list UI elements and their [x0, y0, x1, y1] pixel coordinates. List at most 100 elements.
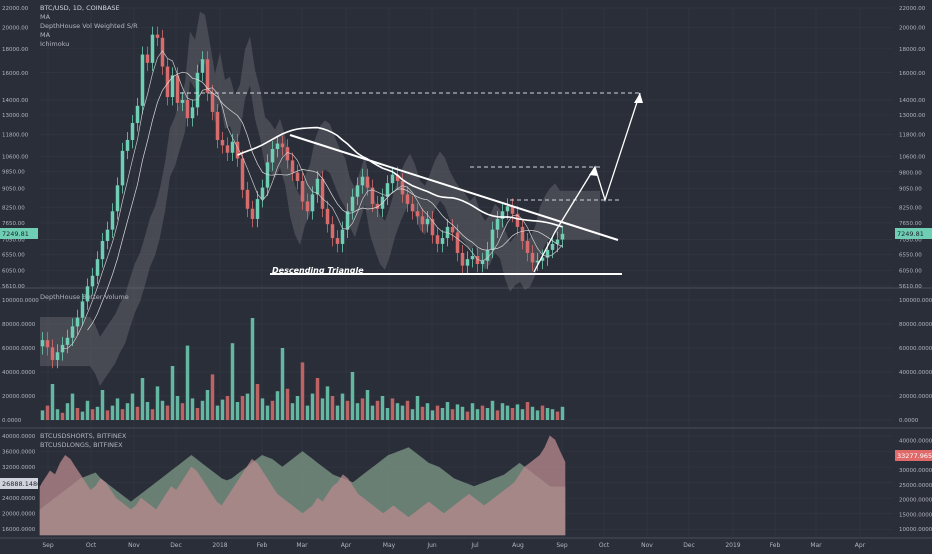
candle-body: [330, 224, 335, 239]
volume-bar: [200, 400, 205, 420]
volume-bar: [190, 398, 195, 420]
price-tag-right-text: 7249.81: [897, 230, 924, 238]
volume-bar: [185, 345, 190, 420]
time-axis[interactable]: Sep Oct Nov Dec 2018 Feb Mar Apr May Jun Jul Aug Sep…: [42, 542, 865, 549]
candle-body: [545, 249, 550, 258]
price-chart-title: BTC/USD, 1D, COINBASE: [40, 4, 120, 12]
volume-bar: [475, 409, 480, 420]
price-tick-label: 6050.00: [2, 269, 25, 275]
volume-bar: [515, 404, 520, 420]
moving-averages: [62, 50, 563, 350]
volume-bar: [330, 396, 335, 420]
candle-body: [555, 239, 560, 244]
time-tick-label: 2019: [725, 542, 740, 549]
candle-body: [110, 211, 115, 230]
volume-bar: [175, 396, 180, 420]
volume-bar: [490, 400, 495, 420]
drawings[interactable]: Descending Triangle: [180, 92, 643, 275]
shorts-title[interactable]: BTCUSDSHORTS, BITFINEX: [40, 432, 127, 440]
longs-title[interactable]: BTCUSDLONGS, BITFINEX: [40, 441, 123, 449]
price-tick-label: 16000.00: [2, 71, 29, 77]
candle-body: [525, 240, 530, 253]
candle-body: [270, 149, 275, 163]
volume-bar: [220, 399, 225, 420]
volume-bar: [135, 406, 140, 420]
volume-bar: [285, 388, 290, 420]
price-tick-label: 16000.00: [899, 71, 926, 77]
volume-bar: [125, 403, 130, 420]
volume-bar: [205, 390, 210, 420]
candle-body: [400, 180, 405, 195]
price-tick-label: 8250.00: [899, 206, 922, 212]
volume-bar: [305, 405, 310, 420]
volume-bar: [50, 384, 55, 420]
candle-body: [370, 187, 375, 204]
candle-body: [500, 211, 505, 219]
volume-bar: [525, 402, 530, 420]
time-tick-label: May: [383, 542, 396, 549]
volume-bar: [485, 408, 490, 420]
candle-body: [435, 235, 440, 244]
volume-bar: [320, 398, 325, 420]
candle-body: [260, 187, 265, 200]
volume-bar: [145, 402, 150, 420]
candle-body: [460, 252, 465, 266]
price-tick-label: 22000.00: [899, 6, 926, 12]
left-price-axis[interactable]: 22000.00 20000.00 18000.00 16000.00 14000.00…: [2, 6, 39, 533]
time-tick-label: Feb: [257, 542, 268, 549]
volume-bar: [230, 343, 235, 420]
candle-body: [465, 259, 470, 266]
time-tick-label: Mar: [296, 542, 308, 549]
longs-tick-label: 30000.0000: [899, 468, 932, 474]
indicator-vol-weighted-sr[interactable]: DepthHouse Vol Weighted S/R: [40, 22, 138, 30]
candle-body: [355, 185, 360, 197]
candlesticks[interactable]: [40, 26, 565, 369]
shorts-price-tag: 33277.9659: [895, 450, 932, 461]
longs-price-tag: 26888.1486: [0, 478, 41, 489]
price-tick-label: 14000.00: [2, 98, 29, 104]
volume-bar: [370, 405, 375, 420]
volume-bar: [460, 406, 465, 420]
price-tick-label: 7050.00: [899, 238, 922, 244]
indicator-ma-1[interactable]: MA: [40, 13, 51, 21]
volume-bars[interactable]: [40, 318, 565, 420]
candle-body: [390, 174, 395, 184]
descending-trendline[interactable]: [289, 134, 619, 241]
volume-bar: [435, 405, 440, 420]
volume-tick-label: 0.0000: [899, 418, 919, 424]
candle-body: [300, 180, 305, 202]
ma-medium: [87, 71, 563, 331]
candle-body: [440, 238, 445, 244]
candle-body: [315, 178, 320, 195]
volume-bar: [225, 396, 230, 420]
candle-body: [485, 249, 490, 261]
candle-body: [295, 172, 300, 181]
volume-title[interactable]: DepthHouse Better Volume: [40, 293, 129, 301]
candle-body: [185, 99, 190, 119]
candle-body: [375, 203, 380, 209]
candle-body: [455, 232, 460, 253]
shorts-longs-areas[interactable]: [39, 435, 566, 536]
candle-body: [205, 59, 210, 93]
price-tag-left-text: 7249.81: [2, 230, 29, 238]
volume-bar: [300, 362, 305, 420]
longs-tick-label: 15000.0000: [899, 512, 932, 518]
candle-body: [65, 337, 70, 345]
volume-bar: [445, 402, 450, 420]
volume-tick-label: 40000.0000: [2, 370, 36, 376]
volume-bar: [295, 396, 300, 420]
volume-bar: [385, 408, 390, 420]
indicator-ma-2[interactable]: MA: [40, 31, 51, 39]
volume-bar: [235, 402, 240, 420]
shorts-area: [39, 435, 566, 536]
volume-bar: [535, 410, 540, 420]
right-price-axis[interactable]: 22000.00 20000.00 18000.00 16000.00 14000.00…: [899, 6, 932, 533]
volume-tick-label: 20000.0000: [2, 394, 36, 400]
ichimoku-cloud: [40, 11, 600, 386]
price-legend: BTC/USD, 1D, COINBASE MA DepthHouse Vol …: [40, 4, 138, 48]
candle-body: [410, 203, 415, 212]
indicator-ichimoku[interactable]: Ichimoku: [40, 40, 69, 48]
volume-bar: [40, 410, 45, 420]
price-tick-label: 6550.00: [899, 252, 922, 258]
